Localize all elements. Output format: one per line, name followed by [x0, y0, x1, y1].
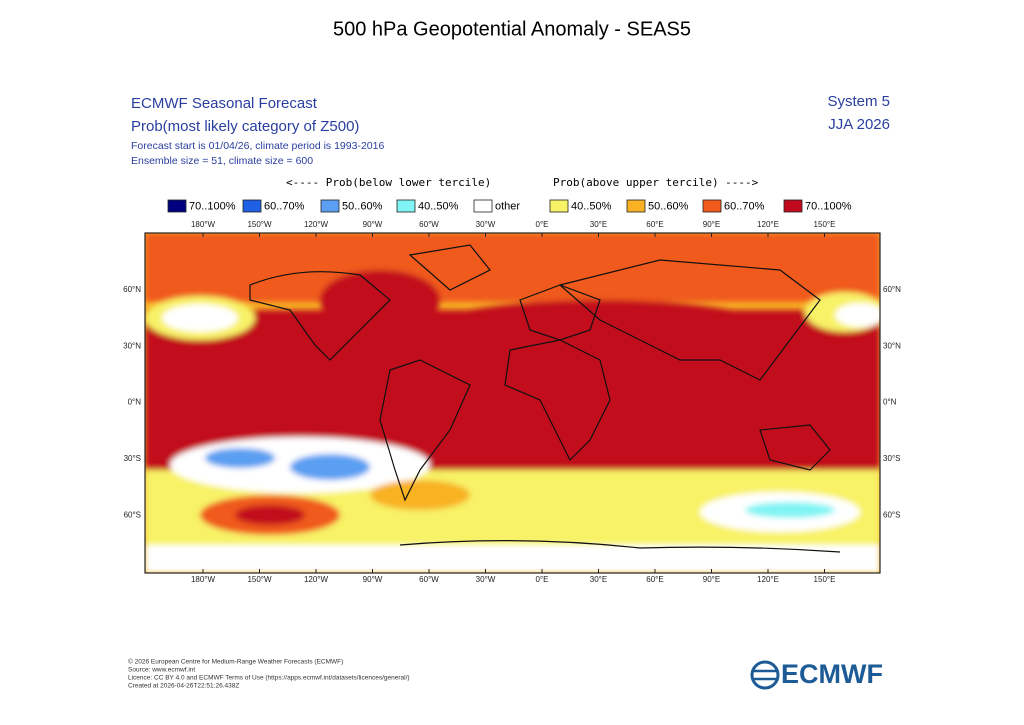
lon-label: 60°E	[646, 220, 663, 229]
footer-line: Source: www.ecmwf.int	[128, 667, 195, 674]
system: System 5	[827, 93, 890, 110]
axes: 180°W 180°W 150°W 150°W 120°W 120°W 90°W 90°W 60…	[123, 220, 901, 584]
period: JJA 2026	[828, 116, 890, 133]
legend: 70..100% 60..70% 50..60% 40..50% other 40..50…	[167, 199, 852, 213]
footer-line: Licence: CC BY 4.0 and ECMWF Terms of Us…	[128, 675, 410, 682]
legend-label: other	[495, 200, 520, 212]
legend-swatch	[320, 199, 340, 213]
lon-label: 30°W	[476, 575, 496, 584]
lon-label: 90°W	[363, 575, 383, 584]
legend-caption: <---- Prob(below lower tercile)	[286, 176, 491, 189]
lon-label: 150°E	[814, 575, 836, 584]
legend-swatch	[473, 199, 493, 213]
map-frame	[144, 232, 881, 574]
lon-label: 120°E	[757, 575, 779, 584]
lon-label: 30°E	[590, 575, 607, 584]
lon-label: 150°W	[247, 220, 272, 229]
lon-label: 120°W	[304, 220, 329, 229]
lon-label: 0°E	[536, 220, 549, 229]
legend-label: 50..60%	[342, 200, 383, 212]
lon-label: 0°E	[536, 575, 549, 584]
legend-caption: Prob(above upper tercile) ---->	[553, 176, 759, 189]
lon-label: 60°E	[646, 575, 663, 584]
legend-swatch	[783, 199, 803, 213]
legend-label: 60..70%	[264, 200, 305, 212]
lon-label: 180°W	[191, 575, 216, 584]
lat-label: 60°N	[883, 285, 901, 294]
map	[145, 233, 880, 573]
lon-label: 120°W	[304, 575, 329, 584]
lon-label: 180°W	[191, 220, 216, 229]
legend-label: 40..50%	[418, 200, 459, 212]
legend-swatch	[702, 199, 722, 213]
lat-label: 30°S	[124, 454, 141, 463]
page-title: 500 hPa Geopotential Anomaly - SEAS5	[333, 18, 691, 40]
lat-label: 60°S	[124, 510, 141, 519]
lon-label: 30°E	[590, 220, 607, 229]
lon-label: 150°E	[814, 220, 836, 229]
legend-label: 50..60%	[648, 200, 689, 212]
legend-label: 70..100%	[805, 200, 852, 212]
footer-line: Created at 2026-04-26T22:51:26.438Z	[128, 683, 239, 690]
header-line: ECMWF Seasonal Forecast	[131, 95, 318, 112]
legend-swatch	[242, 199, 262, 213]
footer-line: © 2026 European Centre for Medium-Range …	[128, 658, 343, 666]
lat-label: 30°N	[123, 341, 141, 350]
legend-swatch	[549, 199, 569, 213]
lat-label: 0°N	[883, 398, 897, 407]
lon-label: 90°E	[703, 575, 720, 584]
lon-label: 90°E	[703, 220, 720, 229]
logo-text: ECMWF	[781, 659, 883, 689]
legend-swatch	[167, 199, 187, 213]
lon-label: 60°W	[419, 575, 439, 584]
lat-label: 60°N	[123, 285, 141, 294]
legend-swatch	[396, 199, 416, 213]
lat-label: 60°S	[883, 510, 900, 519]
legend-label: 70..100%	[189, 200, 236, 212]
lon-label: 30°W	[476, 220, 496, 229]
lon-label: 90°W	[363, 220, 383, 229]
legend-label: 60..70%	[724, 200, 765, 212]
lat-label: 30°N	[883, 341, 901, 350]
header-line: Prob(most likely category of Z500)	[131, 118, 359, 135]
lon-label: 120°E	[757, 220, 779, 229]
lon-label: 150°W	[247, 575, 272, 584]
legend-label: 40..50%	[571, 200, 612, 212]
legend-swatch	[626, 199, 646, 213]
lat-label: 30°S	[883, 454, 900, 463]
lon-label: 60°W	[419, 220, 439, 229]
header-line: Ensemble size = 51, climate size = 600	[131, 155, 313, 167]
logo: ECMWF	[750, 659, 883, 690]
lat-label: 0°N	[128, 398, 142, 407]
header-line: Forecast start is 01/04/26, climate peri…	[131, 140, 384, 152]
